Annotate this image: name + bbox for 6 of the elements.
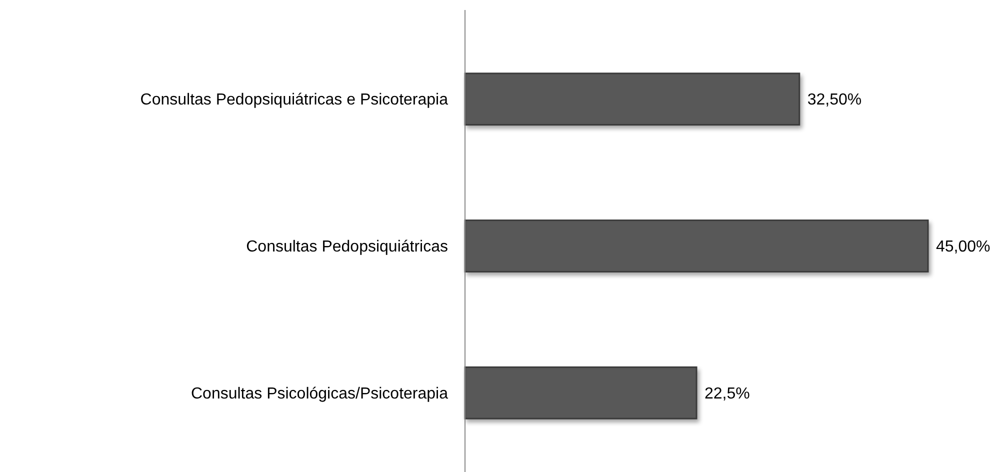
y-tick-label: Consultas Psicológicas/Psicoterapia (190, 385, 448, 402)
data-label: 32,50% (807, 92, 862, 109)
data-label: 22,5% (704, 385, 750, 402)
data-label: 45,00% (936, 238, 990, 256)
y-tick-label: Consultas Pedopsiquiátricas e Psicoterapia (140, 92, 448, 109)
y-tick-label: Consultas Pedopsiquiátricas (246, 238, 448, 256)
